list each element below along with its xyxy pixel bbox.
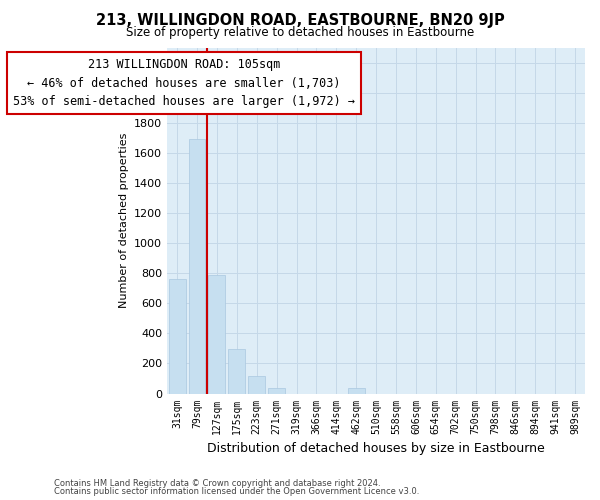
Text: Size of property relative to detached houses in Eastbourne: Size of property relative to detached ho… <box>126 26 474 39</box>
Text: Contains public sector information licensed under the Open Government Licence v3: Contains public sector information licen… <box>54 487 419 496</box>
Text: Contains HM Land Registry data © Crown copyright and database right 2024.: Contains HM Land Registry data © Crown c… <box>54 478 380 488</box>
Text: 213 WILLINGDON ROAD: 105sqm
← 46% of detached houses are smaller (1,703)
53% of : 213 WILLINGDON ROAD: 105sqm ← 46% of det… <box>13 58 355 108</box>
Bar <box>348 388 365 394</box>
Bar <box>248 376 265 394</box>
Bar <box>188 140 205 394</box>
Bar <box>229 349 245 394</box>
Bar <box>208 274 226 394</box>
Bar <box>169 279 185 394</box>
Y-axis label: Number of detached properties: Number of detached properties <box>119 133 128 308</box>
Bar <box>268 388 285 394</box>
Text: 213, WILLINGDON ROAD, EASTBOURNE, BN20 9JP: 213, WILLINGDON ROAD, EASTBOURNE, BN20 9… <box>95 12 505 28</box>
X-axis label: Distribution of detached houses by size in Eastbourne: Distribution of detached houses by size … <box>207 442 545 455</box>
